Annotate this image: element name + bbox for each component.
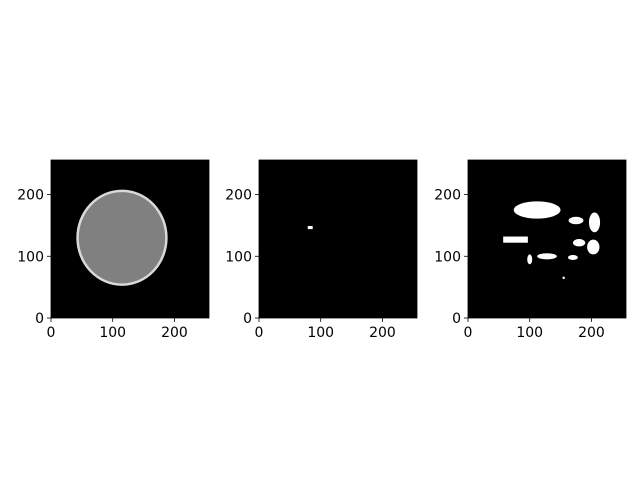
region-blob-mid [572,239,586,247]
region-dot [562,276,565,280]
x-tick-label: 200 [578,325,605,341]
panel-2: 0 100 200 0 100 200 [225,159,418,341]
x-tick-label: 100 [99,325,126,341]
region-blob-lower-right [567,255,578,260]
x-tick-label: 200 [369,325,396,341]
x-tick-label: 0 [47,325,56,341]
axes-frame [258,159,418,319]
image-content [307,226,313,230]
y-tick-label: 200 [434,188,461,204]
region-head [77,190,167,285]
panel-3: 0 100 200 0 100 200 [434,159,627,341]
region-blob-mid-right [568,216,584,225]
region-blob-upper [513,201,561,219]
panel-1: 0 100 200 0 100 200 [17,159,210,341]
region-blob-lower-small [527,254,533,265]
image-content [503,201,601,280]
region-blob-right-low [587,239,600,255]
y-tick-label: 0 [35,311,44,327]
region-spot [307,226,313,230]
region-skull-rim [76,189,168,286]
x-tick-label: 200 [161,325,188,341]
x-tick-label: 0 [464,325,473,341]
axes-frame [467,159,627,319]
region-blob-left-bar [503,236,528,243]
y-tick-label: 0 [452,311,461,327]
image-background [468,160,626,318]
region-blob-right-tall [588,212,601,233]
y-tick-label: 200 [17,188,44,204]
x-tick-label: 100 [516,325,543,341]
axes-frame [50,159,210,319]
region-blob-lower-mid [537,253,557,260]
y-tick-label: 100 [17,249,44,265]
y-tick-label: 100 [434,249,461,265]
x-tick-label: 100 [307,325,334,341]
y-tick-label: 100 [225,249,252,265]
image-content [76,189,168,286]
x-tick-label: 0 [255,325,264,341]
y-tick-label: 0 [243,311,252,327]
panels: 0 100 200 0 100 200 0 100 200 0 100 200 0 100 200 0 100 2… [17,159,627,341]
image-background [259,160,417,318]
y-tick-label: 200 [225,188,252,204]
